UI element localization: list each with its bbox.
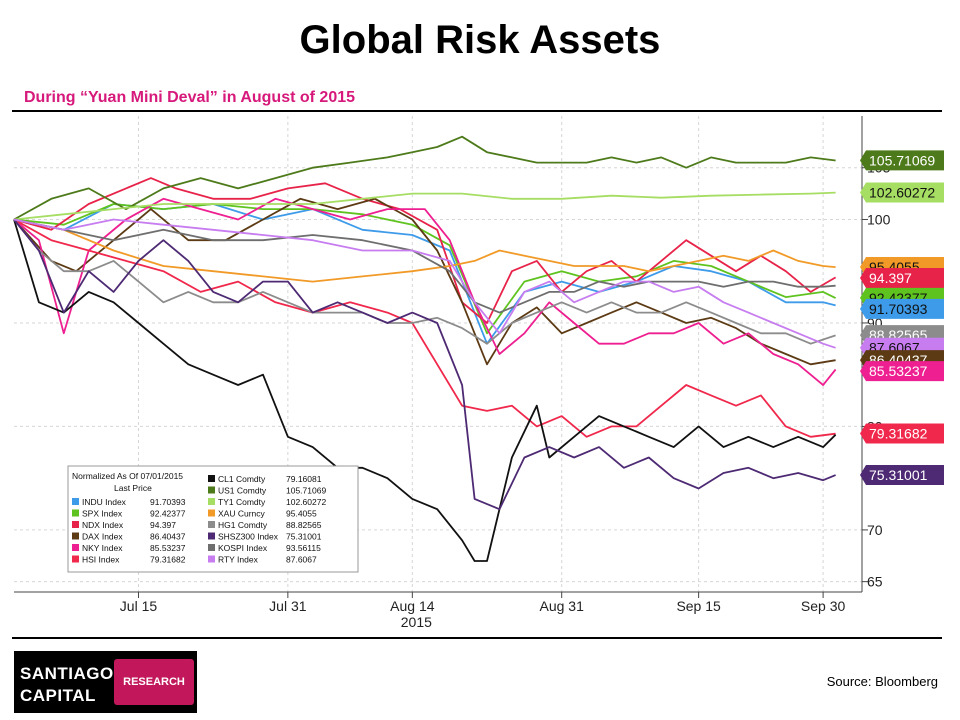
end-label-text: 91.70393: [869, 301, 928, 317]
legend-value: 79.16081: [286, 474, 322, 484]
legend-swatch: [208, 486, 215, 494]
end-label-box: [860, 268, 944, 289]
legend-swatch: [208, 521, 215, 528]
end-label-text: 75.31001: [869, 467, 928, 483]
series-line-us1-comdty: [13, 135, 836, 221]
x-tick-label: Aug 14: [390, 598, 435, 614]
series-line-ty1-comdty: [13, 191, 836, 221]
legend-swatch: [208, 544, 215, 551]
x-year-label: 2015: [401, 614, 432, 630]
legend-value: 92.42377: [150, 509, 186, 519]
y-tick-label: 70: [867, 522, 883, 538]
legend-swatch: [72, 555, 79, 563]
legend-value: 91.70393: [150, 497, 186, 507]
santiago-capital-logo: SANTIAGO CAPITAL RESEARCH: [14, 651, 197, 713]
legend-box: [67, 465, 359, 573]
series-line-cl1-comdty: [13, 219, 837, 562]
legend-name: NKY Index: [82, 543, 123, 553]
legend-value: 87.6067: [286, 555, 317, 565]
legend-swatch: [72, 509, 79, 517]
end-labels: 105.71069102.6027295.405594.39792.423779…: [860, 150, 944, 485]
y-tick-label: 65: [867, 574, 883, 590]
legend-name: KOSPI Index: [218, 543, 268, 553]
series-line-spx-index: [13, 203, 836, 335]
series-line-dax-index: [13, 197, 836, 366]
legend-swatch: [208, 509, 215, 517]
legend-name: NDX Index: [82, 520, 124, 530]
y-tick-label: 100: [867, 211, 891, 227]
legend-value: 93.56115: [286, 543, 321, 553]
x-axis-ticks: Jul 15 Jul 31 Aug 14 Aug 31 Sep 15 Sep 30 2015: [120, 592, 846, 630]
legend-name: US1 Comdty: [218, 486, 267, 496]
end-label-text: 85.53237: [869, 363, 928, 379]
legend-name: SPX Index: [82, 509, 123, 519]
x-tick-label: Jul 31: [269, 598, 307, 614]
legend-swatch: [208, 532, 215, 540]
legend-name: DAX Index: [82, 532, 123, 542]
series-layer: [13, 135, 837, 562]
x-tick-label: Sep 30: [801, 598, 846, 614]
end-label-box: [860, 150, 944, 171]
legend-name: TY1 Comdty: [218, 497, 266, 507]
chart-subtitle: During “Yuan Mini Deval” in August of 20…: [24, 89, 356, 106]
series-line-nky-index: [13, 197, 837, 386]
legend-name: HG1 Comdty: [218, 520, 268, 530]
end-label-text: 105.71069: [869, 152, 935, 168]
legend-name: SHSZ300 Index: [218, 532, 279, 542]
legend-value: 105.71069: [286, 486, 326, 496]
legend-value: 94.397: [150, 520, 176, 530]
end-label-text: 79.31682: [869, 426, 928, 442]
legend-swatch: [72, 498, 79, 505]
end-label-box: [860, 361, 944, 382]
legend-name: RTY Index: [218, 555, 259, 565]
logo-research-badge: RESEARCH: [114, 659, 194, 705]
legend-value: 85.53237: [150, 543, 186, 553]
series-line-ndx-index: [13, 177, 837, 324]
legend-title: Normalized As Of 07/01/2015: [72, 471, 183, 481]
end-label-text: 102.60272: [869, 185, 935, 201]
legend-value: 88.82565: [286, 520, 322, 530]
legend-name: INDU Index: [82, 497, 127, 507]
logo-line-1: SANTIAGO: [20, 664, 114, 683]
end-label-box: [860, 423, 944, 444]
x-tick-label: Aug 31: [540, 598, 585, 614]
series-line-shsz300-index: [13, 218, 836, 511]
x-tick-label: Sep 15: [676, 598, 721, 614]
legend-swatch: [72, 532, 79, 540]
series-line-xau-curncy: [13, 218, 836, 283]
source-note: Source: Bloomberg: [826, 674, 938, 689]
legend-value: 102.60272: [286, 497, 326, 507]
legend-swatch: [208, 475, 215, 482]
y-axis-ticks: 65708090100105: [862, 160, 891, 590]
legend-value: 75.31001: [286, 532, 322, 542]
end-label-text: 94.397: [869, 270, 912, 286]
end-label-box: [860, 298, 944, 319]
page-title: Global Risk Assets: [299, 18, 661, 62]
series-line-hg1-comdty: [13, 218, 836, 345]
series-line-rty-index: [13, 218, 836, 349]
legend-name: HSI Index: [82, 555, 120, 565]
end-label-box: [860, 182, 944, 203]
legend-swatch: [208, 555, 215, 563]
bottom-rule: [12, 637, 942, 639]
legend-name: CL1 Comdty: [218, 474, 266, 484]
logo-line-2: CAPITAL: [20, 686, 96, 705]
x-tick-label: Jul 15: [120, 598, 158, 614]
end-label-box: [860, 464, 944, 485]
legend-value: 86.40437: [150, 532, 186, 542]
legend-name: XAU Curncy: [218, 509, 266, 519]
legend-value: 95.4055: [286, 509, 317, 519]
legend-subtitle: Last Price: [114, 483, 152, 493]
legend-swatch: [72, 544, 79, 551]
series-line-hsi-index: [13, 218, 836, 438]
legend-swatch: [208, 498, 215, 505]
series-line-kospi-index: [13, 218, 836, 314]
legend: Normalized As Of 07/01/2015 Last Price IND…: [67, 465, 359, 573]
legend-value: 79.31682: [150, 555, 186, 565]
top-rule: [12, 110, 942, 112]
legend-swatch: [72, 521, 79, 528]
